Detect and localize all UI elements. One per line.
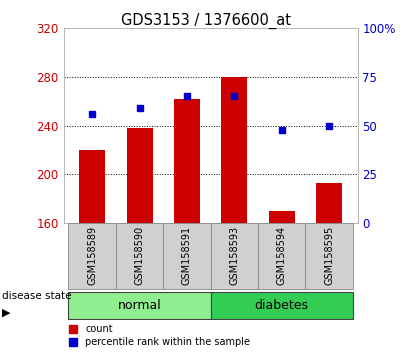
Bar xyxy=(163,223,211,289)
Bar xyxy=(174,99,200,223)
Bar xyxy=(69,223,116,289)
Text: GSM158594: GSM158594 xyxy=(277,226,287,285)
Text: GSM158590: GSM158590 xyxy=(134,226,145,285)
Legend: count, percentile rank within the sample: count, percentile rank within the sample xyxy=(69,325,250,347)
Bar xyxy=(127,128,152,223)
Text: GSM158591: GSM158591 xyxy=(182,226,192,285)
Text: GSM158589: GSM158589 xyxy=(87,226,97,285)
Bar xyxy=(211,292,353,319)
Bar xyxy=(305,223,353,289)
Bar xyxy=(221,77,247,223)
Bar xyxy=(316,183,342,223)
Text: normal: normal xyxy=(118,299,162,312)
Bar xyxy=(69,292,211,319)
Bar xyxy=(211,223,258,289)
Text: ▶: ▶ xyxy=(2,307,11,318)
Bar xyxy=(116,223,163,289)
Bar xyxy=(258,223,305,289)
Text: GDS3153 / 1376600_at: GDS3153 / 1376600_at xyxy=(120,12,291,29)
Text: diabetes: diabetes xyxy=(255,299,309,312)
Text: GSM158595: GSM158595 xyxy=(324,226,334,285)
Text: GSM158593: GSM158593 xyxy=(229,226,239,285)
Bar xyxy=(269,211,295,223)
Bar xyxy=(79,150,105,223)
Text: disease state: disease state xyxy=(2,291,72,302)
